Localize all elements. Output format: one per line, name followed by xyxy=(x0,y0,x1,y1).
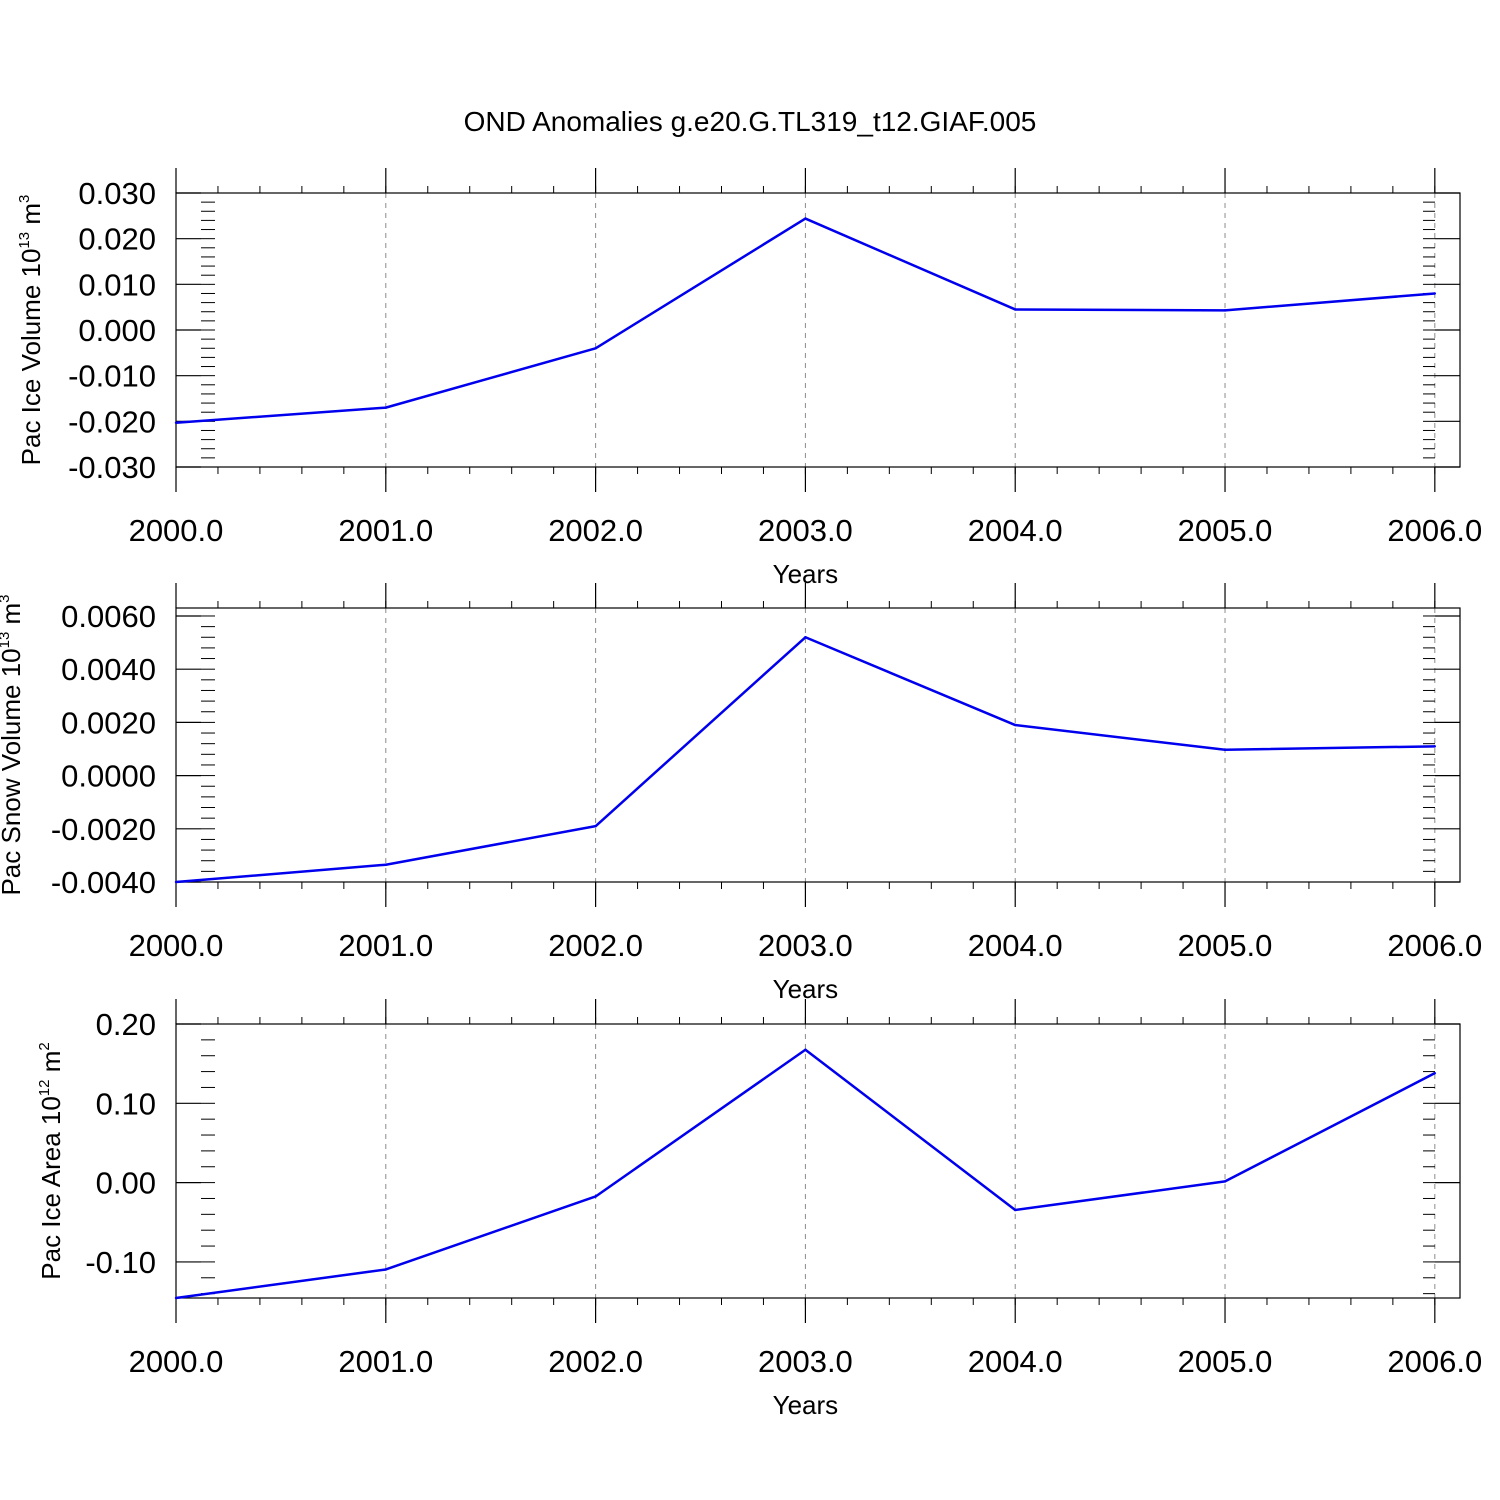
x-tick-label: 2000.0 xyxy=(129,928,224,963)
data-point xyxy=(594,347,597,350)
y-tick-label: -0.10 xyxy=(85,1245,156,1280)
x-tick-label: 2003.0 xyxy=(758,513,853,548)
x-tick-label: 2002.0 xyxy=(548,1344,643,1379)
x-tick-label: 2004.0 xyxy=(968,513,1063,548)
plot-frame xyxy=(175,1023,1461,1299)
x-tick-label: 2005.0 xyxy=(1178,1344,1273,1379)
data-point xyxy=(1223,1180,1227,1183)
y-tick-label: 0.0040 xyxy=(61,652,156,687)
y-tick-label: 0.20 xyxy=(96,1007,156,1042)
y-axis-label: Pac Ice Area 1012 m2 xyxy=(36,1042,66,1279)
y-tick-label: -0.010 xyxy=(68,359,156,394)
y-tick-label: 0.0000 xyxy=(61,759,156,794)
y-tick-label: -0.020 xyxy=(68,404,156,439)
y-tick-label: 0.0060 xyxy=(61,599,156,634)
y-tick-label: 0.030 xyxy=(78,176,156,211)
x-tick-label: 2000.0 xyxy=(129,1344,224,1379)
y-tick-label: 0.10 xyxy=(96,1086,156,1121)
data-point xyxy=(804,636,807,639)
chart-panel-3: 2000.0 2001.0 2002.0 2003.0 2004.0 2005.0 2006… xyxy=(36,999,1482,1420)
data-point xyxy=(594,1195,597,1198)
y-tick-label: 0.020 xyxy=(78,222,156,257)
x-tick-label: 2000.0 xyxy=(129,513,224,548)
x-tick-label: 2002.0 xyxy=(548,928,643,963)
figure-title: OND Anomalies g.e20.G.TL319_t12.GIAF.005 xyxy=(464,106,1037,137)
data-point xyxy=(1223,309,1227,312)
data-point xyxy=(1433,292,1437,295)
data-point xyxy=(804,217,807,220)
x-tick-label: 2001.0 xyxy=(338,1344,433,1379)
data-point xyxy=(174,880,178,884)
y-tick-label: 0.010 xyxy=(78,267,156,302)
data-point xyxy=(1433,1071,1437,1075)
x-tick-label: 2004.0 xyxy=(968,928,1063,963)
data-point xyxy=(594,824,597,828)
y-tick-label: 0.00 xyxy=(96,1166,156,1201)
x-tick-label: 2002.0 xyxy=(548,513,643,548)
y-tick-label: 0.0020 xyxy=(61,705,156,740)
x-tick-label: 2005.0 xyxy=(1178,928,1273,963)
x-tick-label: 2005.0 xyxy=(1178,513,1273,548)
x-tick-label: 2001.0 xyxy=(338,513,433,548)
chart-panel-2: 2000.0 2001.0 2002.0 2003.0 2004.0 2005.0 2006… xyxy=(0,583,1482,1004)
chart-panel-1: 2000.0 2001.0 2002.0 2003.0 2004.0 2005.0 2006… xyxy=(16,168,1482,589)
y-axis-label: Pac Ice Volume 1013 m3 xyxy=(16,195,46,466)
series-line xyxy=(175,217,1435,424)
data-point xyxy=(384,1268,388,1271)
x-axis-label: Years xyxy=(773,1390,839,1420)
y-tick-label: -0.0040 xyxy=(51,865,156,900)
data-point xyxy=(1223,748,1227,751)
x-tick-label: 2006.0 xyxy=(1387,513,1482,548)
data-point xyxy=(1014,1208,1017,1212)
x-tick-label: 2006.0 xyxy=(1387,928,1482,963)
x-tick-label: 2006.0 xyxy=(1387,1344,1482,1379)
x-tick-label: 2001.0 xyxy=(338,928,433,963)
data-point xyxy=(804,1048,807,1051)
y-tick-label: 0.000 xyxy=(78,313,156,348)
y-axis-label: Pac Snow Volume 1013 m3 xyxy=(0,594,26,895)
plot-frame xyxy=(175,607,1461,883)
data-point xyxy=(174,1296,178,1300)
data-point xyxy=(384,406,388,409)
data-point xyxy=(1014,308,1017,311)
x-tick-label: 2003.0 xyxy=(758,928,853,963)
x-tick-label: 2003.0 xyxy=(758,1344,853,1379)
data-point xyxy=(174,421,178,424)
y-tick-label: -0.0020 xyxy=(51,812,156,847)
x-tick-label: 2004.0 xyxy=(968,1344,1063,1379)
y-tick-label: -0.030 xyxy=(68,450,156,485)
data-point xyxy=(1433,745,1437,748)
data-point xyxy=(1014,723,1017,727)
data-point xyxy=(384,863,388,866)
plot-frame xyxy=(175,192,1461,468)
